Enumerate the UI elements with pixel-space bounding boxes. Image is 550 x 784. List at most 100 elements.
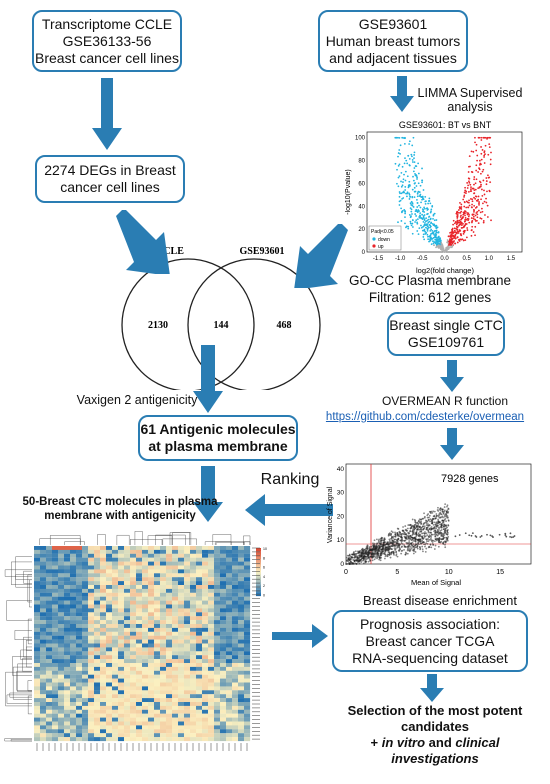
heatmap-cell (52, 682, 59, 687)
heatmap-cell (118, 729, 125, 734)
heatmap-cell (106, 678, 113, 683)
venn-circle-gse93601 (187, 258, 321, 390)
variance-point (427, 531, 430, 534)
heatmap-col-dendrogram-branch (130, 539, 163, 545)
heatmap-cell (76, 721, 83, 726)
heatmap-cell (52, 569, 59, 574)
volcano-point (486, 216, 489, 218)
heatmap-cell (106, 698, 113, 703)
variance-point (446, 504, 449, 507)
heatmap-cell (214, 678, 221, 683)
heatmap-cell (184, 678, 191, 683)
variance-point (391, 548, 393, 551)
heatmap-cell (124, 588, 131, 593)
heatmap-cell (196, 608, 203, 613)
variance-point (393, 547, 396, 550)
volcano-point (429, 217, 432, 220)
heatmap-cell (184, 600, 191, 605)
final-line-3: + in vitro and clinical (325, 735, 545, 751)
heatmap-cell (64, 546, 71, 550)
heatmap-cell (46, 647, 53, 652)
heatmap-cell (196, 698, 203, 703)
heatmap-cell (34, 631, 41, 636)
heatmap-cell (238, 581, 245, 586)
heatmap-cell (46, 733, 53, 738)
variance-point (442, 533, 445, 535)
heatmap-cell (82, 612, 89, 617)
heatmap-cell (184, 553, 191, 558)
volcano-point (431, 223, 434, 225)
heatmap-cell (88, 569, 95, 574)
heatmap-legend-swatch (256, 589, 261, 592)
variance-point (513, 535, 516, 537)
variance-point (365, 552, 368, 555)
variance-point (403, 540, 406, 542)
variance-point (437, 518, 440, 521)
variance-point (442, 516, 444, 519)
variance-point (355, 563, 358, 565)
heatmap-cell (124, 666, 131, 671)
volcano-point (450, 244, 452, 246)
heatmap-cell (136, 670, 143, 675)
variance-point (380, 536, 383, 539)
heatmap-cell (82, 561, 89, 566)
heatmap-cell (118, 737, 125, 742)
heatmap-cell (58, 659, 65, 664)
heatmap-cell (244, 624, 251, 628)
variance-point (352, 563, 355, 565)
heatmap-cell (136, 643, 143, 648)
variance-point (365, 545, 368, 548)
heatmap-cell (190, 557, 197, 562)
heatmap-cell (112, 729, 119, 734)
volcano-point (412, 136, 415, 139)
heatmap-cell (238, 577, 245, 582)
volcano-x-tick: 0.0 (440, 256, 449, 262)
heatmap-cell (244, 729, 251, 734)
variance-point (369, 555, 372, 558)
variance-point (371, 544, 374, 547)
heatmap-cell (166, 655, 173, 660)
variance-point (400, 546, 403, 549)
heatmap-cell (142, 651, 149, 656)
volcano-point (473, 196, 475, 199)
variance-point (352, 553, 355, 555)
volcano-point (468, 199, 470, 202)
heatmap-cell (136, 635, 143, 640)
heatmap-cell (136, 659, 143, 664)
single-ctc-line-2: GSE109761 (407, 334, 485, 350)
variance-point (444, 527, 447, 530)
volcano-point (395, 136, 397, 139)
heatmap-cell (184, 631, 191, 636)
heatmap-col-dendrogram-branch (97, 534, 106, 545)
heatmap-cell (118, 709, 125, 714)
heatmap-cell (46, 663, 53, 667)
overmean-url[interactable]: https://github.com/cdesterke/overmean (325, 411, 525, 423)
heatmap-cell (136, 631, 143, 636)
heatmap-cell (142, 612, 149, 617)
variance-point (369, 545, 371, 548)
heatmap-cell (70, 565, 77, 570)
volcano-point (424, 202, 427, 205)
heatmap-cell (94, 702, 101, 706)
heatmap-cell (118, 565, 125, 570)
heatmap-cell (118, 713, 125, 718)
heatmap-cell (184, 717, 191, 722)
volcano-point (454, 242, 457, 245)
volcano-point (460, 224, 463, 227)
variance-point (392, 535, 395, 538)
heatmap-cell (118, 604, 125, 609)
volcano-point (406, 192, 409, 195)
heatmap-cell (136, 651, 143, 656)
volcano-point (459, 216, 462, 218)
heatmap-cell (112, 674, 119, 679)
heatmap-cell (238, 627, 245, 632)
variance-point (400, 533, 403, 536)
heatmap-cell (178, 729, 185, 734)
volcano-point (403, 162, 406, 165)
final-line-1: Selection of the most potent (347, 703, 523, 718)
heatmap-cell (40, 608, 47, 613)
heatmap-cell (208, 639, 215, 644)
heatmap-cell (70, 577, 77, 582)
heatmap-cell (238, 561, 245, 566)
heatmap-cell (160, 729, 167, 734)
